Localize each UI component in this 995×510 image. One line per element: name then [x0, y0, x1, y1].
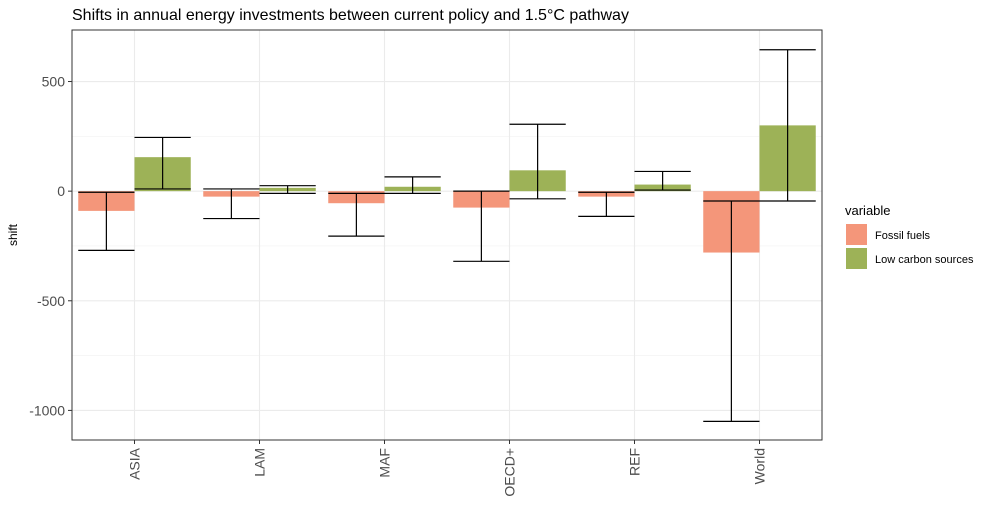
legend-label: Fossil fuels — [875, 230, 931, 242]
legend: variable Fossil fuels Low carbon sources — [845, 203, 974, 269]
y-axis-title: shift — [6, 223, 20, 246]
grid-layer — [72, 30, 822, 440]
x-tick-label: REF — [627, 448, 643, 476]
y-tick-label: 500 — [42, 74, 66, 90]
x-tick-label: ASIA — [127, 447, 143, 480]
plot-border — [71, 29, 823, 441]
legend-key — [846, 224, 867, 245]
axis-layer: 500 0 -500 -1000 ASIA LAM MAF OECD+ REF World — [29, 74, 767, 497]
legend-title: variable — [845, 203, 891, 218]
error-bars-layer — [78, 49, 816, 422]
plot-panel — [72, 30, 822, 440]
chart-title: Shifts in annual energy investments betw… — [72, 7, 629, 24]
x-tick-label: MAF — [377, 448, 393, 478]
y-tick-label: -1000 — [29, 402, 65, 418]
x-tick-label: OECD+ — [502, 448, 518, 497]
legend-key — [846, 248, 867, 269]
y-tick-label: -500 — [37, 293, 65, 309]
x-tick-label: LAM — [252, 448, 268, 477]
x-tick-label: World — [752, 448, 768, 484]
y-tick-label: 0 — [57, 183, 65, 199]
legend-label: Low carbon sources — [875, 254, 974, 266]
